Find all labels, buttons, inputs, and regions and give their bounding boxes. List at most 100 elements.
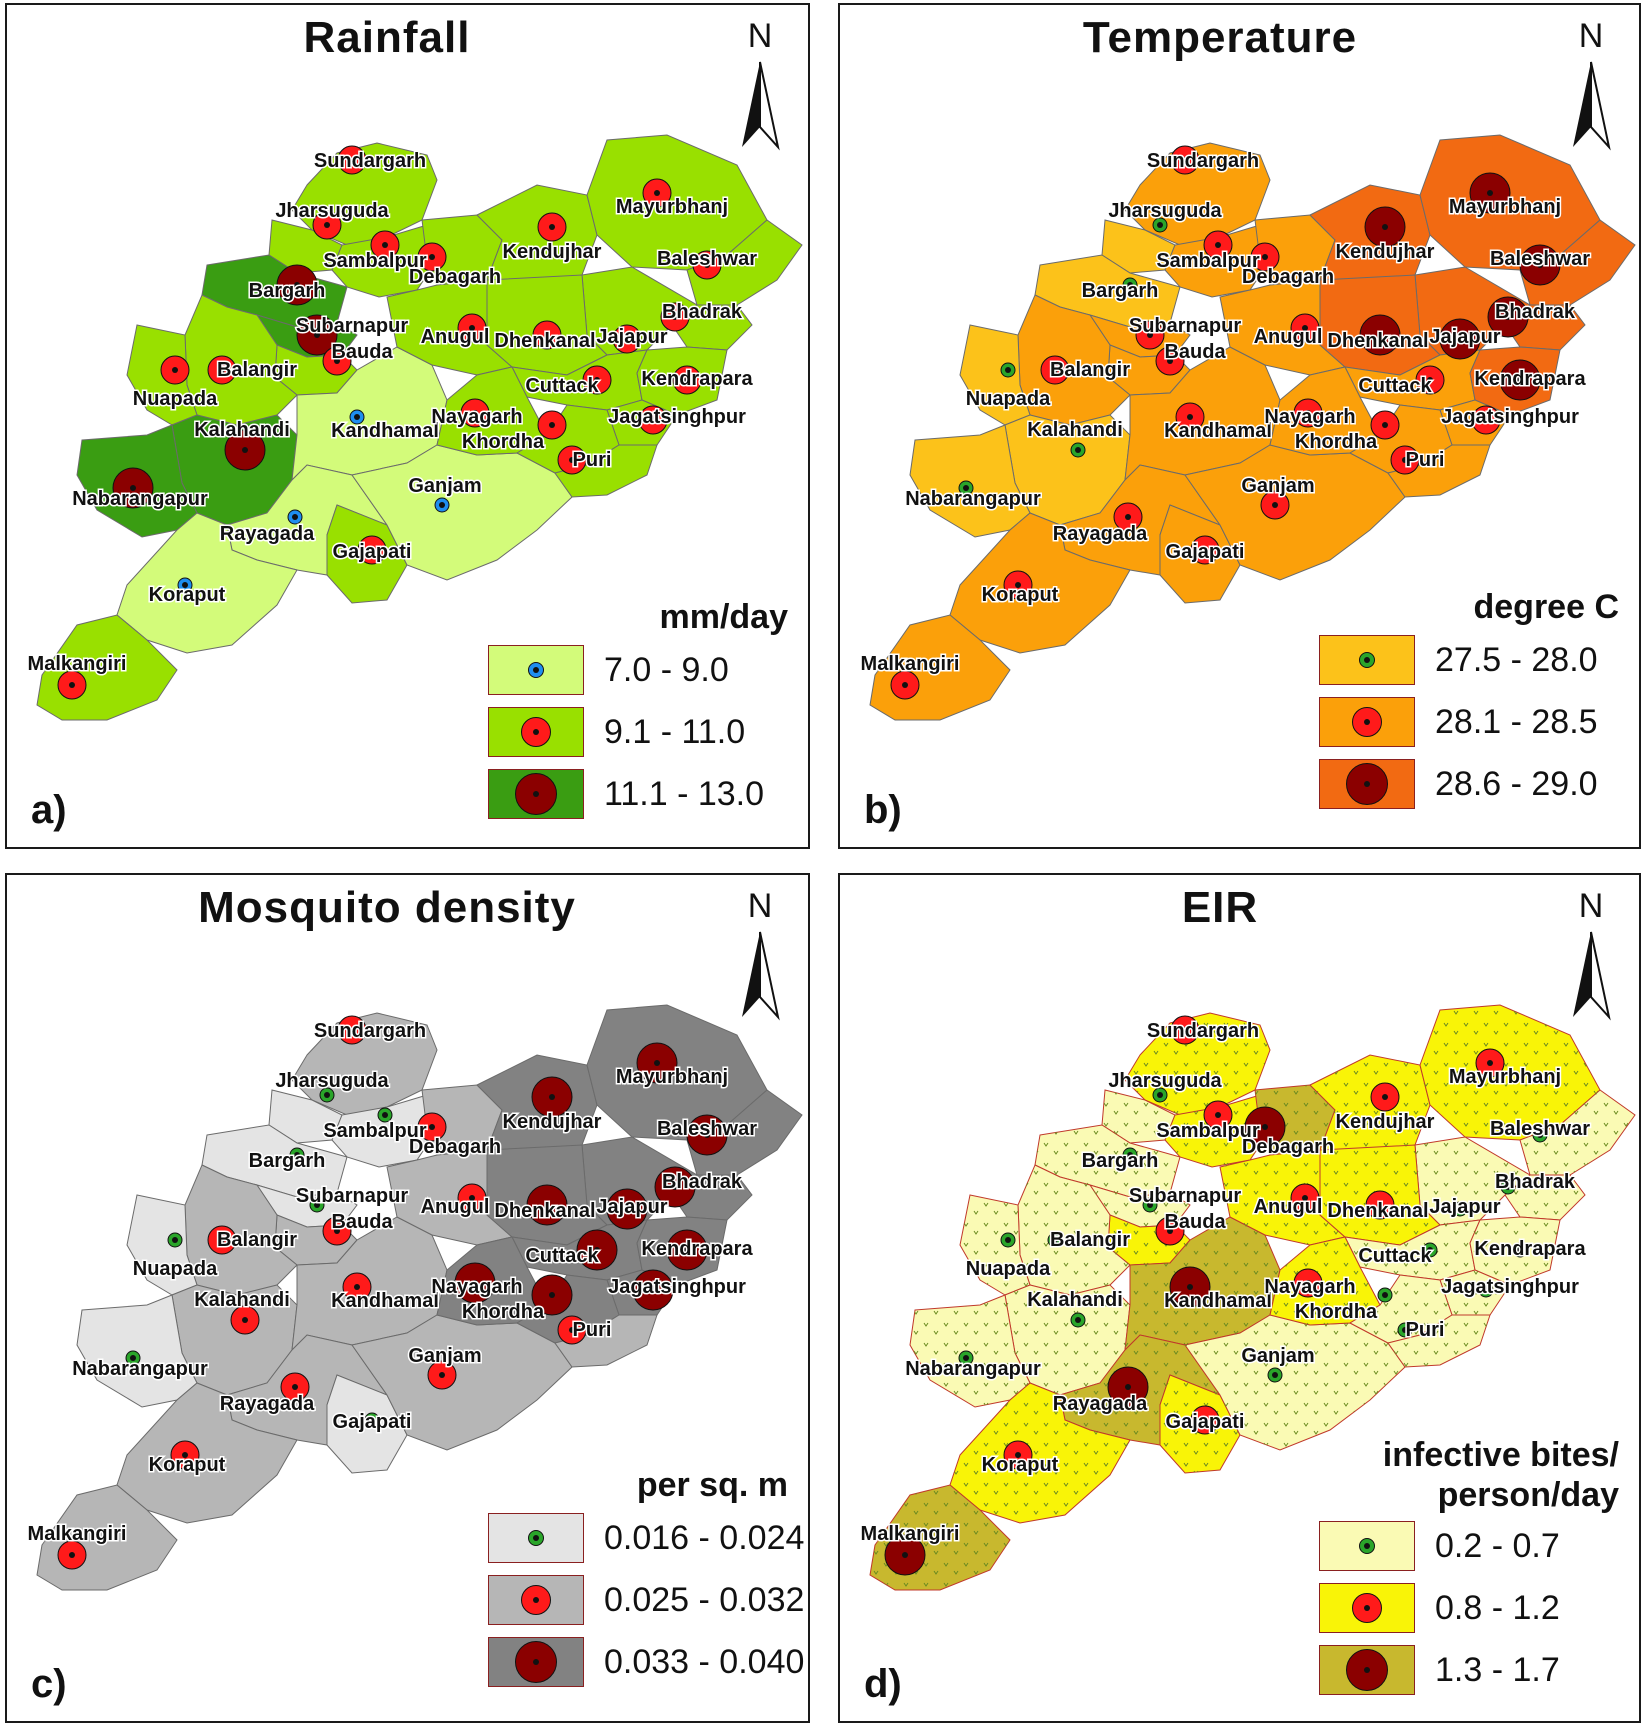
district-texture xyxy=(1035,1125,1180,1197)
district-symbols xyxy=(57,1015,728,1570)
district-marker-center xyxy=(1187,414,1193,420)
district-marker-center xyxy=(1262,1124,1268,1130)
district-marker-center xyxy=(1157,1092,1163,1098)
district-marker-center xyxy=(1127,1152,1133,1158)
district-label: Dhenkanal xyxy=(494,330,595,352)
district-label: Subarnapur xyxy=(296,315,408,337)
district-marker-center xyxy=(1457,1206,1463,1212)
legend-symbol xyxy=(515,773,557,815)
district-marker-center xyxy=(1015,1452,1021,1458)
legend-range: 0.016 - 0.024 xyxy=(604,1519,805,1557)
district-marker-center xyxy=(549,422,555,428)
district-marker-center xyxy=(1075,1317,1081,1323)
district-marker-center xyxy=(172,1237,178,1243)
legend-row: 28.6 - 29.0 xyxy=(1319,759,1619,813)
legend-symbol xyxy=(1359,1538,1375,1554)
district-label: Sambalpur xyxy=(323,1120,427,1142)
district-marker-center xyxy=(182,1452,188,1458)
district-label: Dhenkanal xyxy=(1327,1200,1428,1222)
district-marker-center xyxy=(1402,1327,1408,1333)
district-marker-center xyxy=(1262,254,1268,260)
north-arrow-icon: N xyxy=(742,887,780,1021)
district-marker-center xyxy=(1202,1417,1208,1423)
district-marker-center xyxy=(650,1287,656,1293)
district-label: Nuapada xyxy=(133,1258,218,1280)
north-arrow-right-half xyxy=(1590,61,1611,151)
district-label: Mayurbhanj xyxy=(1449,196,1561,218)
legend-symbol xyxy=(1359,652,1375,668)
district-marker-center xyxy=(549,1094,555,1100)
district-texture xyxy=(1415,1137,1530,1225)
district-marker-center xyxy=(704,262,710,268)
north-label: N xyxy=(1579,17,1604,55)
district-label: Baleshwar xyxy=(1490,248,1590,270)
legend-row: 0.033 - 0.040 xyxy=(488,1637,804,1691)
district-label: Nayagarh xyxy=(431,1276,522,1298)
panel-title: EIR xyxy=(1181,883,1259,932)
district-label: Nuapada xyxy=(966,1258,1051,1280)
legend-range: 1.3 - 1.7 xyxy=(1435,1651,1560,1689)
district-marker-center xyxy=(1382,1292,1388,1298)
legend-swatch xyxy=(1319,759,1415,809)
district-marker-center xyxy=(334,358,340,364)
district-marker-center xyxy=(314,1202,320,1208)
district-label: Bauda xyxy=(331,341,393,363)
district-marker-center xyxy=(69,1552,75,1558)
district-label: Ganjam xyxy=(1241,1345,1314,1367)
district-marker-center xyxy=(1125,514,1131,520)
district-label: Sundargarh xyxy=(1147,150,1259,172)
district-label: Koraput xyxy=(149,1454,226,1476)
district-marker-center xyxy=(469,1195,475,1201)
legend-range: 0.033 - 0.040 xyxy=(604,1643,805,1681)
district-marker-center xyxy=(219,367,225,373)
district-marker-center xyxy=(219,1237,225,1243)
legend-symbol xyxy=(528,1530,544,1546)
district-label: Baleshwar xyxy=(657,248,757,270)
district-texture xyxy=(1345,1220,1480,1280)
district-label: Kalahandi xyxy=(1027,1289,1123,1311)
north-arrow-icon: N xyxy=(1573,887,1611,1021)
north-label: N xyxy=(748,17,773,55)
district-marker-center xyxy=(684,377,690,383)
district-label: Bauda xyxy=(331,1211,393,1233)
district-label: Kandhamal xyxy=(1164,420,1272,442)
district-marker-center xyxy=(382,242,388,248)
legend-title: per sq. m xyxy=(636,1466,788,1504)
district-label: Sambalpur xyxy=(323,250,427,272)
district-label: Khordha xyxy=(462,431,545,453)
district-label: Cuttack xyxy=(525,375,599,397)
north-arrow-left-half xyxy=(1573,62,1591,147)
district-label: Jharsuguda xyxy=(1108,200,1222,222)
temperature-panel: Temperature Sundargarh Jharsuguda Sambalpu… xyxy=(838,3,1641,849)
legend-swatch xyxy=(488,707,584,757)
district-marker-center xyxy=(1272,502,1278,508)
district-marker-center xyxy=(624,1206,630,1212)
district-marker-center xyxy=(324,222,330,228)
district-label: Malkangiri xyxy=(861,653,960,675)
legend-title: degree C xyxy=(1473,588,1620,626)
district-label: Puri xyxy=(573,1319,612,1341)
district-label: Sundargarh xyxy=(314,150,426,172)
district-label: Kandhamal xyxy=(331,420,439,442)
north-arrow-icon: N xyxy=(742,17,780,151)
district-label: Baleshwar xyxy=(1490,1118,1590,1140)
district-texture xyxy=(1350,1275,1452,1343)
district-marker-center xyxy=(1125,1384,1131,1390)
legend-row: 0.016 - 0.024 xyxy=(488,1513,804,1567)
district-texture xyxy=(1388,1315,1490,1367)
district-marker-center xyxy=(624,336,630,342)
legend-range: 11.1 - 13.0 xyxy=(604,775,765,813)
district-marker-center xyxy=(594,1247,600,1253)
rainfall-panel: Rainfall Sundargarh Jharsuguda Sambalpur De… xyxy=(5,3,810,849)
legend-swatch xyxy=(1319,697,1415,747)
district-label: Kandhamal xyxy=(1164,1290,1272,1312)
district-label: Jajapur xyxy=(1429,326,1500,348)
district-label: Nayagarh xyxy=(1264,406,1355,428)
district-label: Bhadrak xyxy=(1495,301,1576,323)
district-marker-center xyxy=(1302,325,1308,331)
legend-range: 9.1 - 11.0 xyxy=(604,713,746,751)
district-label: Ganjam xyxy=(408,1345,481,1367)
